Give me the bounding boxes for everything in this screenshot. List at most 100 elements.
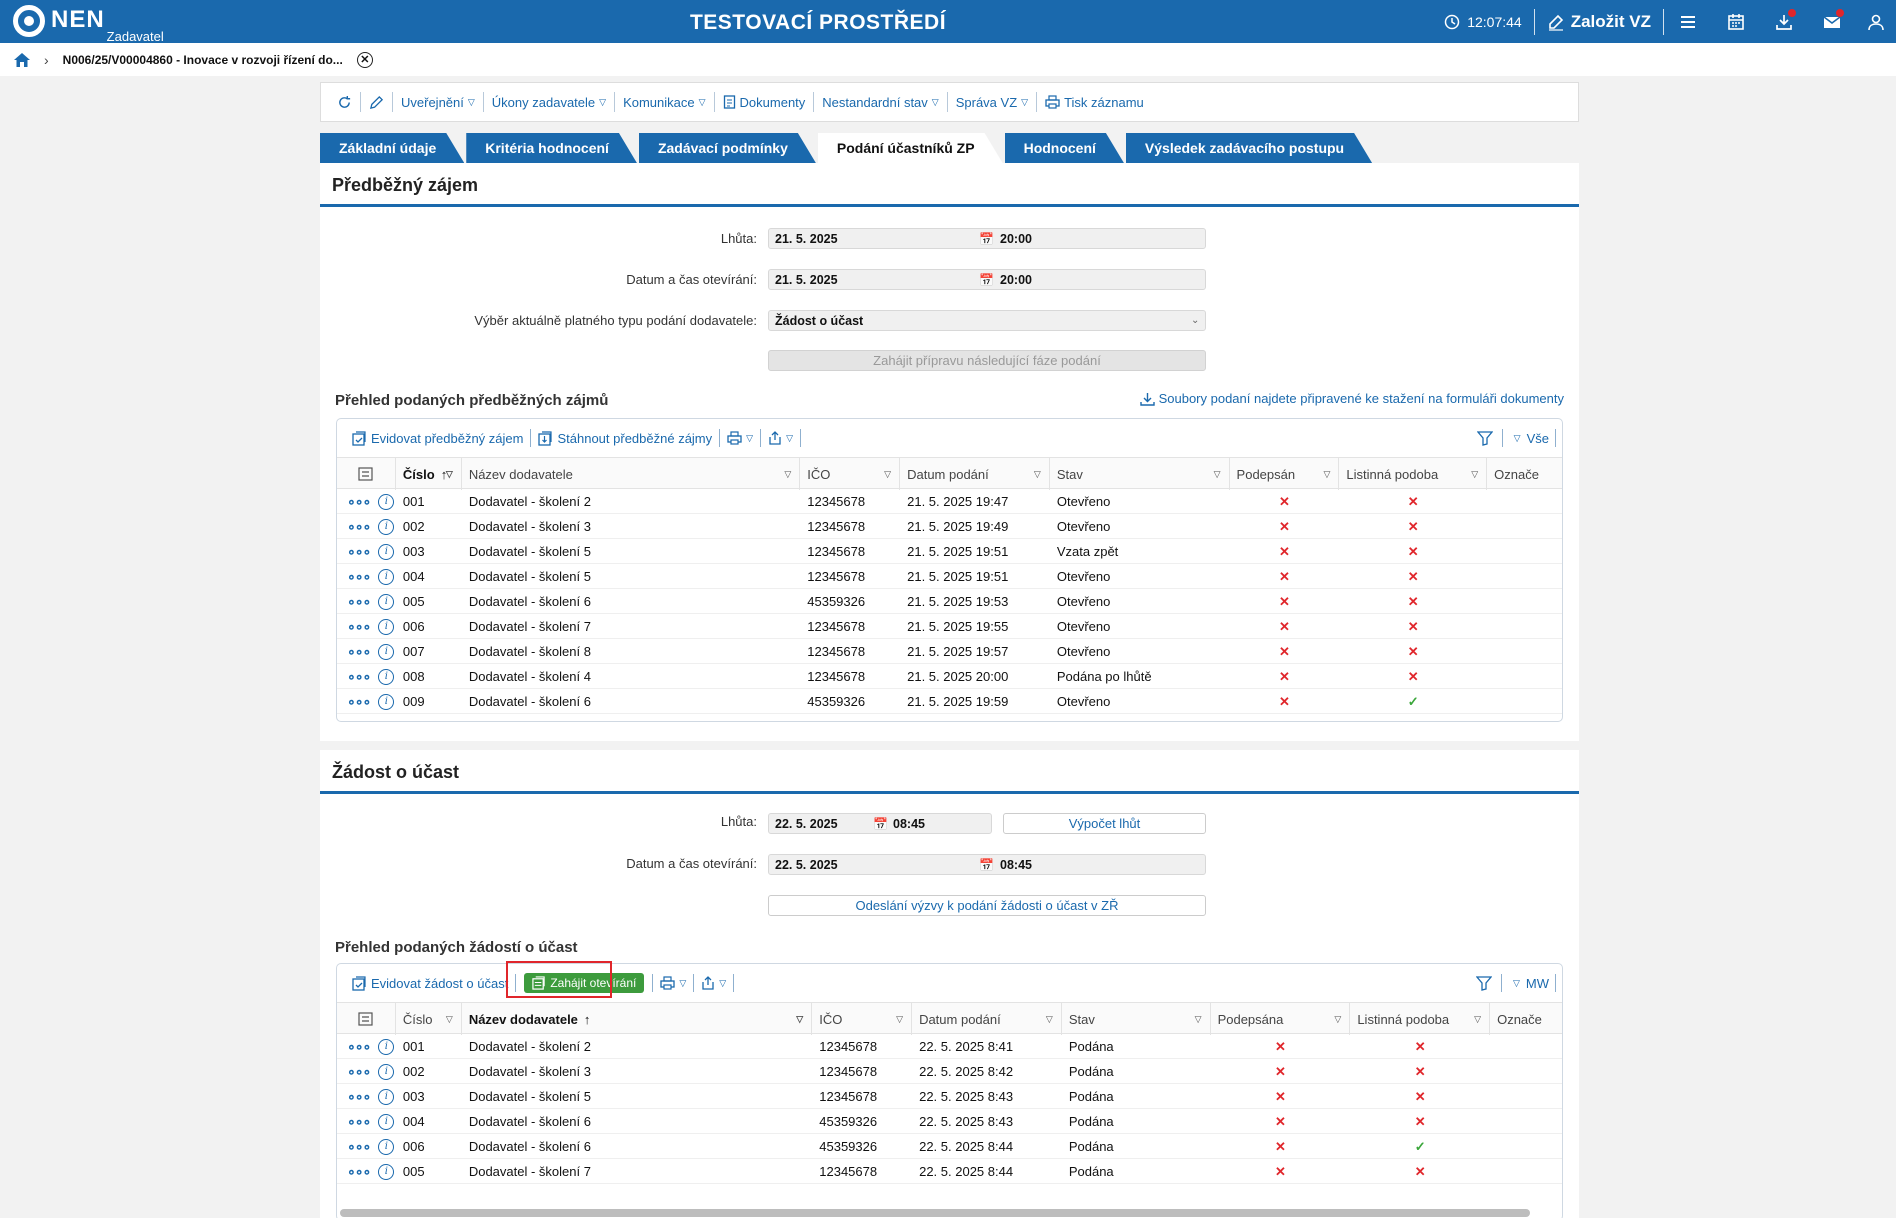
column-header-status[interactable]: Stav ▽: [1062, 1003, 1211, 1035]
messages-button[interactable]: [1808, 0, 1856, 43]
table-row[interactable]: ∘∘∘ i 003 Dodavatel - školení 5 12345678 22. …: [337, 1084, 1562, 1109]
create-vz-button[interactable]: Založit VZ: [1535, 0, 1663, 43]
column-header-date[interactable]: Datum podání ▽: [900, 458, 1050, 490]
downloads-button[interactable]: [1760, 0, 1808, 43]
column-settings-button[interactable]: [337, 458, 396, 490]
column-header-signed[interactable]: Podepsána ▽: [1211, 1003, 1351, 1035]
column-header-marked[interactable]: Označe: [1487, 458, 1562, 490]
tab-procedure-result[interactable]: Výsledek zadávacího postupu: [1126, 133, 1372, 163]
toolbar-vz-management[interactable]: Správa VZ ▽: [948, 92, 1038, 112]
more-options-icon[interactable]: ∘∘∘: [347, 1113, 371, 1129]
grid-filter-value[interactable]: Vše: [1526, 430, 1549, 446]
filter-icon[interactable]: [1476, 430, 1493, 446]
info-icon[interactable]: i: [378, 693, 395, 710]
more-options-icon[interactable]: ∘∘∘: [347, 568, 371, 584]
filter-toggle-icon[interactable]: ▽: [1033, 468, 1041, 479]
table-row[interactable]: ∘∘∘ i 006 Dodavatel - školení 7 12345678 21. …: [337, 614, 1562, 639]
filter-toggle-icon[interactable]: ▽: [445, 468, 453, 479]
filter-toggle-icon[interactable]: ▽: [445, 1013, 453, 1024]
info-icon[interactable]: i: [378, 618, 395, 635]
table-row[interactable]: ∘∘∘ i 007 Dodavatel - školení 8 12345678 21. …: [337, 639, 1562, 664]
home-icon[interactable]: [12, 50, 32, 70]
more-options-icon[interactable]: ∘∘∘: [347, 1138, 371, 1154]
tab-evaluation[interactable]: Hodnocení: [1005, 133, 1124, 163]
filter-toggle-icon[interactable]: ▽: [896, 1013, 904, 1024]
table-row[interactable]: ∘∘∘ i 009 Dodavatel - školení 6 45359326 21. …: [337, 689, 1562, 714]
column-header-marked[interactable]: Označe: [1490, 1003, 1562, 1035]
more-options-icon[interactable]: ∘∘∘: [347, 543, 371, 559]
info-icon[interactable]: i: [378, 1138, 395, 1155]
column-header-ico[interactable]: IČO ▽: [812, 1003, 913, 1035]
more-options-icon[interactable]: ∘∘∘: [347, 1038, 371, 1054]
table-row[interactable]: ∘∘∘ i 004 Dodavatel - školení 6 45359326 22. …: [337, 1109, 1562, 1134]
calendar-icon[interactable]: 📅: [873, 816, 888, 831]
register-interest-button[interactable]: Evidovat předběžný zájem: [345, 429, 532, 447]
table-row[interactable]: ∘∘∘ i 005 Dodavatel - školení 6 45359326 21. …: [337, 589, 1562, 614]
download-interests-button[interactable]: Stáhnout předběžné zájmy: [531, 429, 721, 447]
table-row[interactable]: ∘∘∘ i 005 Dodavatel - školení 7 12345678 22. …: [337, 1159, 1562, 1184]
info-icon[interactable]: i: [378, 1063, 395, 1080]
horizontal-scrollbar[interactable]: [340, 1209, 1530, 1217]
table-row[interactable]: ∘∘∘ i 003 Dodavatel - školení 5 12345678 21. …: [337, 539, 1562, 564]
info-icon[interactable]: i: [378, 568, 395, 585]
user-button[interactable]: [1856, 0, 1896, 43]
column-header-number[interactable]: Číslo ▽: [396, 1003, 462, 1035]
edit-button[interactable]: [361, 92, 393, 112]
info-icon[interactable]: i: [378, 668, 395, 685]
filter-toggle-icon[interactable]: ▽: [1474, 1013, 1482, 1024]
column-header-ico[interactable]: IČO ▽: [800, 458, 901, 490]
export-button[interactable]: ▽: [761, 429, 801, 447]
submission-type-select[interactable]: Žádost o účast ⌄: [768, 310, 1206, 331]
filter-toggle-icon[interactable]: ▽: [796, 1013, 804, 1024]
info-icon[interactable]: i: [378, 593, 395, 610]
start-opening-button[interactable]: Zahájit otevírání: [524, 973, 645, 993]
table-row[interactable]: ∘∘∘ i 002 Dodavatel - školení 3 12345678 22. …: [337, 1059, 1562, 1084]
nen-logo[interactable]: NEN Zadavatel: [13, 5, 164, 44]
filter-toggle-icon[interactable]: ▽: [1045, 1013, 1053, 1024]
filter-toggle-icon[interactable]: ▽: [1334, 1013, 1342, 1024]
calculate-deadlines-button[interactable]: Výpočet lhůt: [1003, 813, 1206, 834]
toolbar-publication[interactable]: Uveřejnění ▽: [393, 92, 484, 112]
files-download-link[interactable]: Soubory podaní najdete připravené ke sta…: [1139, 391, 1564, 406]
more-options-icon[interactable]: ∘∘∘: [347, 493, 371, 509]
export-button[interactable]: ▽: [694, 974, 735, 992]
filter-icon[interactable]: [1475, 975, 1492, 991]
tab-basic-info[interactable]: Základní údaje: [320, 133, 464, 163]
column-header-supplier[interactable]: Název dodavatele ▽: [462, 458, 801, 490]
column-header-signed[interactable]: Podepsán ▽: [1230, 458, 1340, 490]
next-phase-button[interactable]: Zahájit přípravu následující fáze podání: [768, 350, 1206, 371]
opening-field[interactable]: 22. 5. 2025 📅 08:45: [768, 854, 1206, 875]
column-header-paper-form[interactable]: Listinná podoba ▽: [1350, 1003, 1491, 1035]
calendar-icon[interactable]: 📅: [979, 231, 994, 246]
table-row[interactable]: ∘∘∘ i 004 Dodavatel - školení 5 12345678 21. …: [337, 564, 1562, 589]
more-options-icon[interactable]: ∘∘∘: [347, 1063, 371, 1079]
column-header-paper-form[interactable]: Listinná podoba ▽: [1339, 458, 1488, 490]
info-icon[interactable]: i: [378, 643, 395, 660]
info-icon[interactable]: i: [378, 543, 395, 560]
menu-button[interactable]: [1664, 0, 1712, 43]
tab-participant-submissions[interactable]: Podání účastníků ZP: [818, 133, 1003, 163]
more-options-icon[interactable]: ∘∘∘: [347, 1088, 371, 1104]
opening-field[interactable]: 21. 5. 2025 📅 20:00: [768, 269, 1206, 290]
table-row[interactable]: ∘∘∘ i 006 Dodavatel - školení 6 45359326 22. …: [337, 1134, 1562, 1159]
column-header-date[interactable]: Datum podání ▽: [912, 1003, 1062, 1035]
tab-tender-conditions[interactable]: Zadávací podmínky: [639, 133, 816, 163]
print-button[interactable]: ▽: [720, 429, 762, 447]
info-icon[interactable]: i: [378, 1088, 395, 1105]
chevron-down-icon[interactable]: ▽: [1512, 977, 1520, 988]
filter-toggle-icon[interactable]: ▽: [1213, 468, 1221, 479]
more-options-icon[interactable]: ∘∘∘: [347, 1163, 371, 1179]
filter-toggle-icon[interactable]: ▽: [884, 468, 892, 479]
more-options-icon[interactable]: ∘∘∘: [347, 643, 371, 659]
deadline-field[interactable]: 22. 5. 2025 📅 08:45: [768, 813, 992, 834]
refresh-button[interactable]: [329, 92, 361, 112]
calendar-button[interactable]: [1712, 0, 1760, 43]
toolbar-communication[interactable]: Komunikace ▽: [615, 92, 715, 112]
info-icon[interactable]: i: [378, 1113, 395, 1130]
more-options-icon[interactable]: ∘∘∘: [347, 693, 371, 709]
table-row[interactable]: ∘∘∘ i 001 Dodavatel - školení 2 12345678 22. …: [337, 1034, 1562, 1059]
toolbar-documents[interactable]: Dokumenty: [715, 92, 815, 112]
filter-toggle-icon[interactable]: ▽: [1471, 468, 1479, 479]
toolbar-print-record[interactable]: Tisk záznamu: [1037, 92, 1152, 112]
calendar-icon[interactable]: 📅: [979, 272, 994, 287]
